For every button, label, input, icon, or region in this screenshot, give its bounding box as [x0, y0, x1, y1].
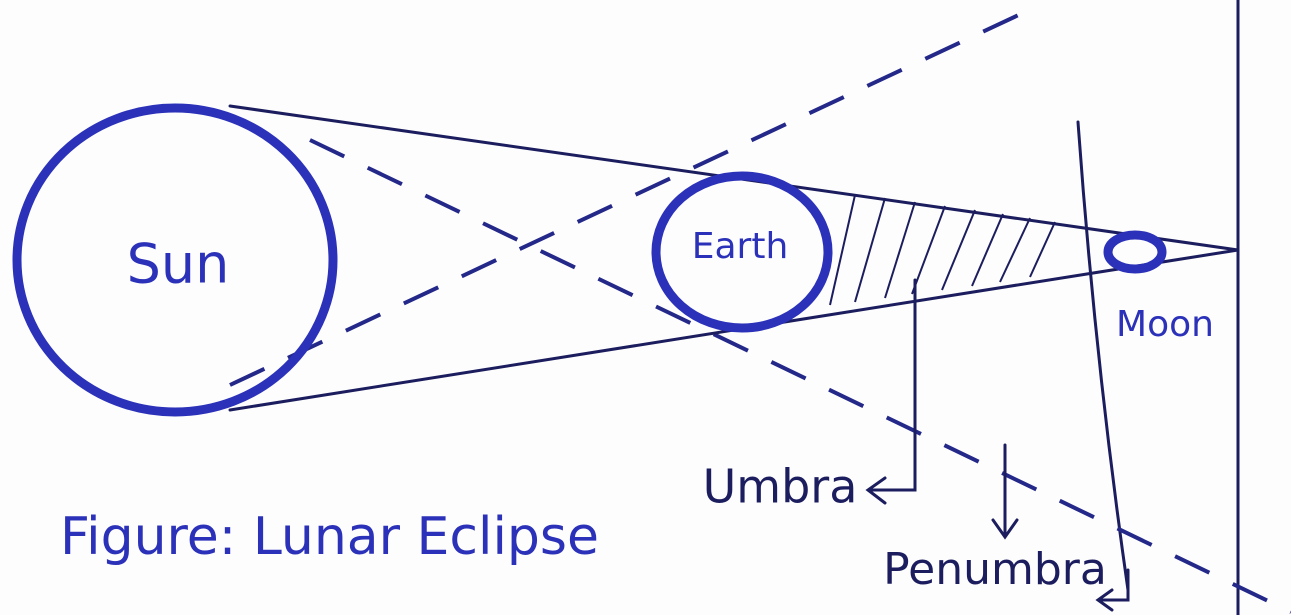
diagram: Sun Earth Moon Umbra Penumbra Figure: Lu… [0, 0, 1291, 615]
penumbra-label: Penumbra [883, 544, 1107, 595]
umbra-label: Umbra [703, 460, 858, 514]
sun-label: Sun [127, 233, 230, 296]
figure-caption: Figure: Lunar Eclipse [60, 507, 599, 567]
earth-label: Earth [692, 226, 789, 267]
moon-label: Moon [1116, 304, 1214, 345]
